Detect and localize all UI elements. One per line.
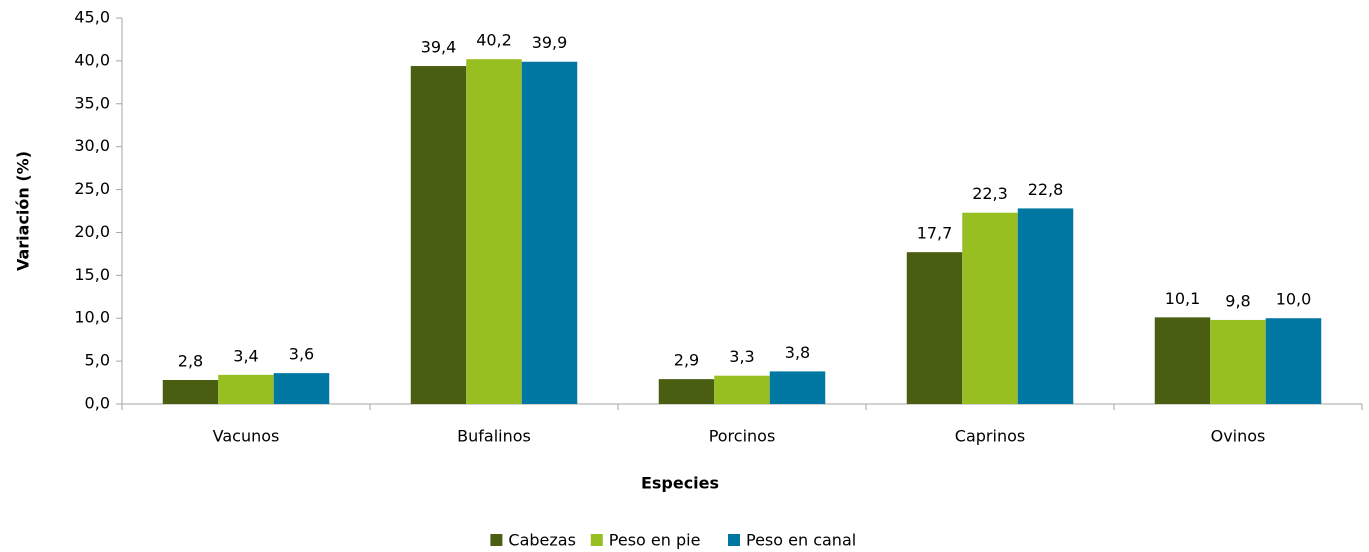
bar <box>658 379 715 404</box>
value-label: 2,9 <box>674 351 699 370</box>
value-label: 39,9 <box>532 33 568 52</box>
value-label: 3,4 <box>233 346 258 365</box>
value-label: 40,2 <box>476 31 512 50</box>
y-tick-label: 5,0 <box>85 351 110 370</box>
value-label: 3,8 <box>785 343 810 362</box>
legend-swatch <box>728 534 740 546</box>
bar <box>1210 319 1266 404</box>
value-label: 3,6 <box>289 345 314 364</box>
bar <box>906 252 963 404</box>
value-label: 3,3 <box>729 347 754 366</box>
x-tick-label: Vacunos <box>213 427 280 446</box>
value-label: 22,3 <box>972 184 1008 203</box>
value-label: 2,8 <box>178 351 203 370</box>
bar <box>1154 317 1211 404</box>
value-label: 9,8 <box>1225 291 1250 310</box>
bar <box>273 373 330 404</box>
bar <box>1265 318 1322 404</box>
legend-label: Peso en canal <box>746 531 856 550</box>
bar <box>769 371 826 404</box>
value-label: 39,4 <box>421 38 457 57</box>
value-label: 10,1 <box>1165 289 1201 308</box>
x-tick-label: Porcinos <box>709 427 776 446</box>
legend-label: Peso en pie <box>609 531 701 550</box>
x-tick-label: Bufalinos <box>457 427 531 446</box>
y-tick-label: 45,0 <box>74 8 110 27</box>
x-axis-label: Especies <box>641 474 719 493</box>
bar <box>162 379 219 404</box>
y-axis-label: Variación (%) <box>14 151 33 271</box>
bar <box>466 59 522 404</box>
value-label: 22,8 <box>1028 180 1064 199</box>
y-tick-label: 10,0 <box>74 308 110 327</box>
y-tick-label: 30,0 <box>74 136 110 155</box>
y-tick-label: 35,0 <box>74 93 110 112</box>
y-tick-label: 15,0 <box>74 265 110 284</box>
bar <box>1017 208 1074 404</box>
y-tick-label: 0,0 <box>85 394 110 413</box>
y-tick-label: 40,0 <box>74 50 110 69</box>
legend-swatch <box>590 534 603 546</box>
x-tick-label: Caprinos <box>955 427 1025 446</box>
bar <box>714 375 770 404</box>
x-tick-label: Ovinos <box>1211 427 1266 446</box>
bar <box>218 374 274 404</box>
y-tick-label: 25,0 <box>74 179 110 198</box>
value-label: 17,7 <box>917 224 953 243</box>
value-label: 10,0 <box>1276 290 1312 309</box>
legend-label: Cabezas <box>508 531 576 550</box>
bar <box>410 66 467 404</box>
y-tick-label: 20,0 <box>74 222 110 241</box>
bar <box>521 61 578 404</box>
bar <box>962 212 1018 404</box>
legend-swatch <box>490 534 503 546</box>
